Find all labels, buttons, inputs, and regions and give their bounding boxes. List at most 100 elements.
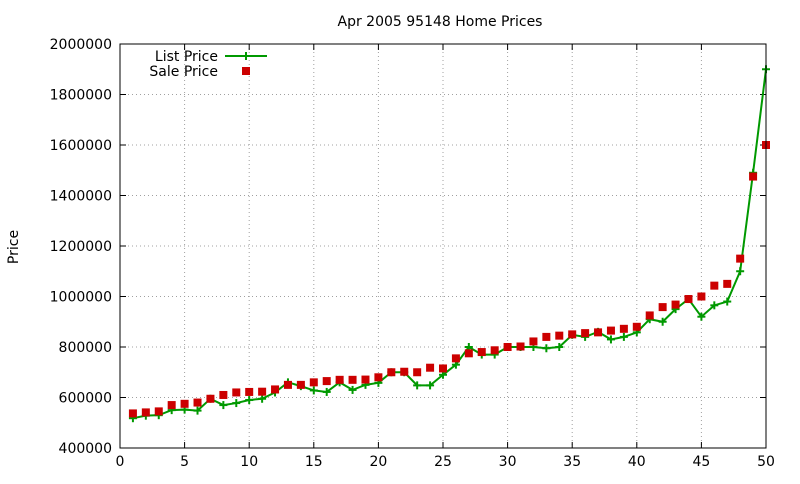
sale-price-point bbox=[258, 387, 267, 396]
sale-price-point bbox=[451, 354, 460, 363]
x-tick-label: 35 bbox=[563, 454, 581, 470]
sale-price-point bbox=[568, 330, 577, 339]
sale-price-point bbox=[697, 292, 706, 301]
grid bbox=[120, 44, 766, 448]
list-price-point bbox=[219, 401, 228, 410]
y-tick-label: 2000000 bbox=[50, 37, 112, 53]
x-tick-label: 5 bbox=[180, 454, 189, 470]
sale-price-point bbox=[245, 387, 254, 396]
list-price-point bbox=[232, 399, 241, 408]
sale-price-point bbox=[219, 390, 228, 399]
sale-price-point bbox=[154, 407, 163, 416]
sale-price-point bbox=[335, 375, 344, 384]
sale-price-point bbox=[490, 346, 499, 355]
list-price-point bbox=[606, 335, 615, 344]
sale-price-point bbox=[413, 368, 422, 377]
sale-price-point bbox=[542, 332, 551, 341]
list-price-point bbox=[322, 387, 331, 396]
list-price-point bbox=[348, 385, 357, 394]
sale-price-point bbox=[503, 343, 512, 351]
sale-price-point bbox=[348, 375, 357, 384]
legend: List Price Sale Price bbox=[149, 49, 267, 80]
list-price-point bbox=[555, 343, 564, 351]
sale-price-point bbox=[400, 367, 409, 376]
sale-price-point bbox=[387, 368, 396, 377]
sale-price-point bbox=[555, 331, 564, 340]
sale-price-point bbox=[322, 377, 331, 386]
plot-series bbox=[128, 65, 770, 423]
x-tick-label: 45 bbox=[692, 454, 710, 470]
series-list-price bbox=[128, 65, 770, 423]
sale-price-point bbox=[477, 348, 486, 357]
list-price-point bbox=[309, 386, 318, 395]
sale-price-point bbox=[128, 409, 137, 418]
sale-price-point bbox=[374, 373, 383, 382]
sale-price-point bbox=[529, 337, 538, 346]
sale-price-point bbox=[710, 281, 719, 290]
sale-price-point bbox=[606, 326, 615, 335]
y-tick-label: 1400000 bbox=[50, 189, 112, 205]
list-price-point bbox=[658, 317, 667, 326]
y-tick-label: 1200000 bbox=[50, 239, 112, 255]
y-axis-label: Price bbox=[6, 230, 22, 264]
list-price-point bbox=[697, 312, 706, 321]
list-price-point bbox=[736, 267, 745, 276]
x-tick-label: 30 bbox=[499, 454, 517, 470]
sale-price-point bbox=[736, 254, 745, 263]
y-tick-label: 1800000 bbox=[50, 88, 112, 104]
sale-price-point bbox=[671, 300, 680, 309]
legend-swatch-sale-price-marker bbox=[242, 67, 250, 75]
sale-price-point bbox=[206, 394, 215, 403]
list-price-point bbox=[245, 396, 254, 405]
sale-price-point bbox=[632, 322, 641, 331]
plot-frame bbox=[119, 43, 767, 449]
sale-price-point bbox=[296, 380, 305, 389]
sale-price-point bbox=[141, 408, 150, 417]
x-tick-label: 15 bbox=[305, 454, 323, 470]
sale-price-point bbox=[232, 388, 241, 397]
list-price-point bbox=[710, 301, 719, 310]
list-price-point bbox=[542, 344, 551, 353]
sale-price-point bbox=[723, 279, 732, 288]
list-price-point bbox=[619, 332, 628, 341]
list-price-point bbox=[413, 381, 422, 390]
sale-price-point bbox=[516, 342, 525, 351]
chart-title: Apr 2005 95148 Home Prices bbox=[338, 14, 543, 30]
list-price-point bbox=[723, 297, 732, 306]
sale-price-point bbox=[361, 375, 370, 384]
list-price-point bbox=[258, 394, 267, 403]
sale-price-point bbox=[439, 364, 447, 373]
sale-price-point bbox=[271, 385, 280, 394]
sale-price-point bbox=[619, 324, 628, 333]
sale-price-point bbox=[594, 328, 603, 337]
sale-price-point bbox=[464, 349, 473, 358]
sale-price-point bbox=[167, 401, 176, 410]
sale-price-point bbox=[283, 380, 292, 389]
series-sale-price bbox=[128, 141, 770, 418]
y-tick-label: 1000000 bbox=[50, 290, 112, 306]
sale-price-point bbox=[749, 172, 758, 181]
x-tick-label: 25 bbox=[434, 454, 452, 470]
y-tick-label: 400000 bbox=[59, 441, 112, 457]
x-tick-label: 10 bbox=[240, 454, 258, 470]
y-tick-label: 1600000 bbox=[50, 138, 112, 154]
list-price-point bbox=[193, 406, 202, 415]
sale-price-point bbox=[581, 329, 590, 338]
x-tick-label: 0 bbox=[116, 454, 125, 470]
sale-price-point bbox=[684, 295, 693, 304]
sale-price-point bbox=[193, 398, 202, 407]
y-tick-label: 800000 bbox=[59, 340, 112, 356]
x-tick-label: 20 bbox=[369, 454, 387, 470]
sale-price-point bbox=[645, 311, 654, 320]
y-tick-label: 600000 bbox=[59, 391, 112, 407]
list-price-line bbox=[132, 69, 767, 420]
sale-price-point bbox=[426, 363, 435, 372]
legend-swatch-list-price-marker bbox=[242, 52, 250, 60]
sale-price-point bbox=[309, 378, 318, 387]
sale-price-point bbox=[180, 399, 189, 408]
x-tick-label: 50 bbox=[757, 454, 775, 470]
legend-label-list-price: List Price bbox=[155, 49, 218, 65]
legend-label-sale-price: Sale Price bbox=[149, 64, 218, 80]
